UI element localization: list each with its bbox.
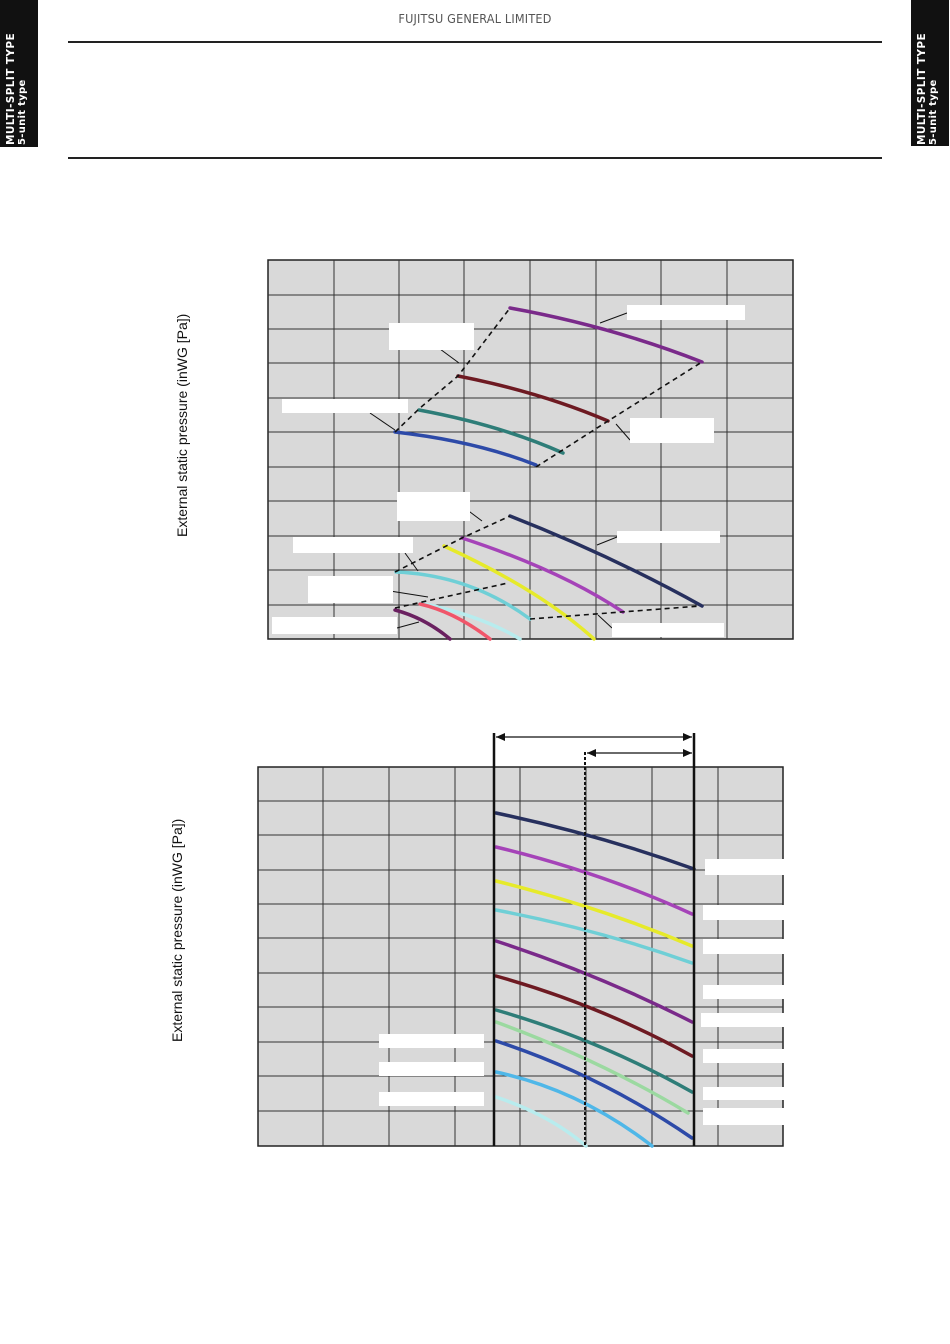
- chart2-label-mask: [701, 1013, 784, 1027]
- chart1-leader-line: [599, 312, 628, 324]
- header-rule-bottom: [68, 157, 882, 159]
- chart1-series-line: [393, 608, 452, 641]
- chart2-series-line: [494, 974, 694, 1058]
- side-tab-right: MULTI-SPLIT TYPE 5-unit type: [911, 0, 949, 146]
- chart1-label-mask: [397, 492, 470, 521]
- chart1-leader-line: [615, 423, 631, 441]
- chart1-envelope-lower-right: [529, 605, 701, 620]
- chart2-label-mask: [703, 985, 784, 999]
- chart2-series-line: [494, 1039, 694, 1140]
- chart1-series-line: [418, 602, 492, 641]
- chart1-envelope-upper-left: [394, 307, 511, 433]
- chart2-arrowhead: [683, 749, 692, 757]
- chart2-series-line: [494, 879, 694, 948]
- chart1-label-mask: [612, 623, 724, 637]
- chart1-label-mask: [389, 323, 474, 350]
- chart2-series-line: [494, 1095, 588, 1148]
- chart1-leader-line: [439, 348, 460, 364]
- chart1-series-line: [460, 536, 625, 614]
- chart2-series-line: [494, 845, 694, 916]
- chart2-label-mask: [703, 1087, 784, 1100]
- chart2-series-line: [494, 811, 696, 871]
- chart2-label-mask: [703, 1049, 784, 1063]
- chart2-series-line: [494, 908, 694, 965]
- chart2-label-mask: [705, 859, 784, 875]
- chart1-label-mask: [308, 576, 393, 603]
- chart1-leader-line: [369, 412, 396, 431]
- chart1-label-mask: [617, 531, 720, 543]
- chart1-label-mask: [272, 617, 397, 634]
- side-tab-left: MULTI-SPLIT TYPE 5-unit type: [0, 0, 38, 147]
- chart2-label-mask: [379, 1034, 484, 1048]
- chart2-label-mask: [703, 905, 784, 920]
- chart1-series-line: [456, 374, 610, 423]
- chart1-leader-line: [404, 552, 419, 572]
- chart2-series-line: [494, 1070, 654, 1148]
- company-name: FUJITSU GENERAL LIMITED: [398, 11, 552, 26]
- chart2-arrowhead: [496, 733, 505, 741]
- chart1-leader-line: [597, 614, 613, 629]
- chart1-series-line: [393, 430, 538, 467]
- chart1-series-line: [508, 306, 704, 364]
- chart2-series-line: [494, 1020, 690, 1115]
- chart2-label-mask: [703, 939, 784, 954]
- chart2-label-mask: [379, 1062, 484, 1076]
- chart1-leader-line: [596, 536, 618, 546]
- chart1-envelope-lower-mid: [394, 582, 509, 609]
- chart2-label-mask: [379, 1092, 484, 1106]
- chart1-leader-line: [396, 621, 420, 629]
- chart2-arrowhead: [587, 749, 596, 757]
- header-rule-top: [68, 41, 882, 43]
- chart2-series-line: [494, 939, 694, 1024]
- chart1-label-mask: [293, 537, 413, 553]
- chart2-series-line: [494, 1008, 694, 1094]
- chart1-series-line: [394, 570, 532, 621]
- chart1-series-line: [508, 514, 704, 608]
- chart1-label-mask: [630, 418, 714, 443]
- chart1-envelope-upper-right: [535, 361, 703, 468]
- chart1-leader-line: [389, 590, 429, 598]
- chart1-label-mask: [627, 305, 745, 320]
- chart1-series-line: [442, 544, 596, 641]
- chart2-arrowhead: [683, 733, 692, 741]
- chart1-label-mask: [282, 399, 408, 413]
- chart1-envelope-lower-left: [394, 515, 511, 573]
- chart1-series-line: [417, 408, 565, 455]
- chart2-label-mask: [703, 1108, 784, 1125]
